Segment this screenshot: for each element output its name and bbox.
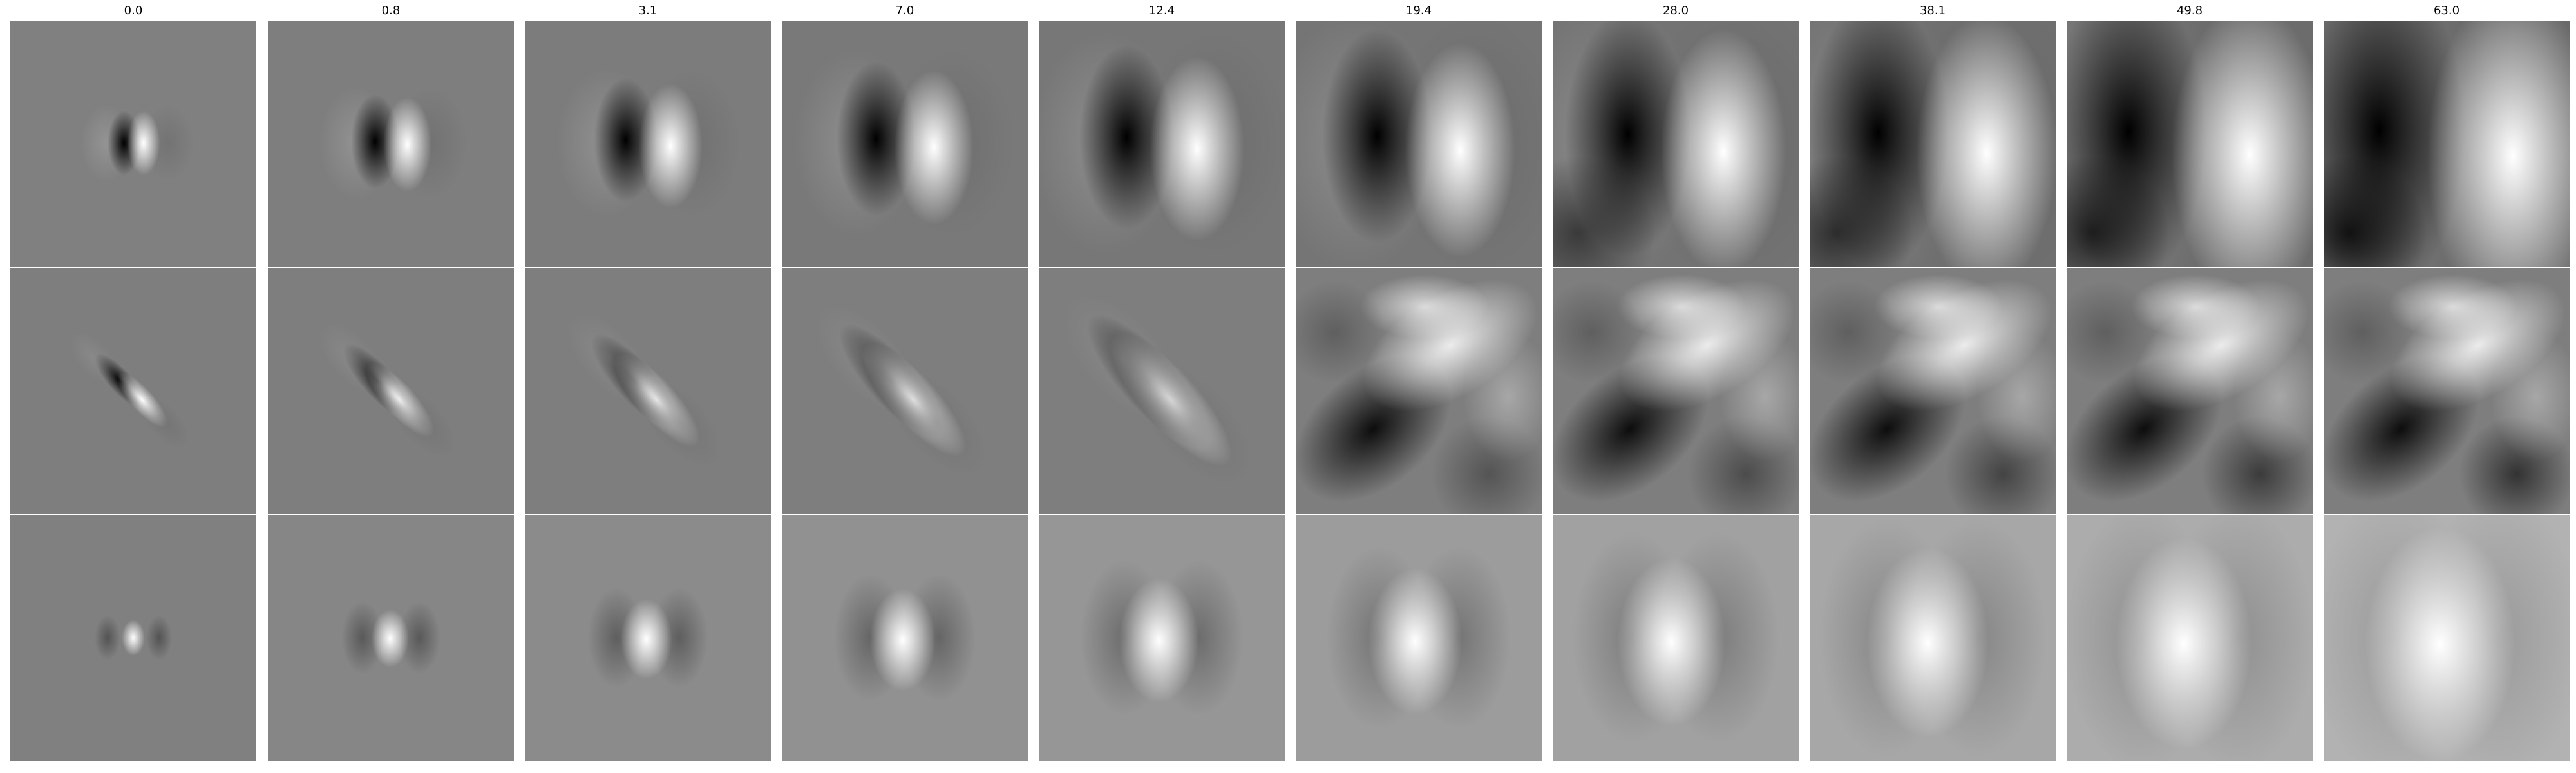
filter-panel-r1-c1: [268, 268, 514, 514]
column-title: 28.0: [1662, 4, 1689, 17]
column-title: 0.0: [124, 4, 143, 17]
filter-panel-r1-c5: [1296, 268, 1542, 514]
filter-panel-r2-c6: [1553, 515, 1799, 761]
column-title: 63.0: [2433, 4, 2460, 17]
filter-image: [2067, 268, 2313, 514]
filter-panel-r1-c4: [1039, 268, 1285, 514]
filter-panel-r2-c7: [1810, 515, 2056, 761]
filter-panel-r0-c4: [1039, 21, 1285, 267]
filter-image: [10, 21, 256, 267]
filter-panel-r0-c5: [1296, 21, 1542, 267]
filter-image: [525, 268, 771, 514]
filter-panel-r2-c4: [1039, 515, 1285, 761]
filter-image: [10, 268, 256, 514]
filter-panel-r0-c0: [10, 21, 256, 267]
filter-image: [268, 268, 514, 514]
column-title: 19.4: [1405, 4, 1432, 17]
filter-panel-r2-c2: [525, 515, 771, 761]
filter-image: [1296, 268, 1542, 514]
filter-image: [525, 21, 771, 267]
filter-image: [2324, 268, 2570, 514]
filter-panel-r1-c0: [10, 268, 256, 514]
column-title: 38.1: [1919, 4, 1946, 17]
filter-image: [1039, 21, 1285, 267]
filter-panel-r0-c1: [268, 21, 514, 267]
filter-image: [1810, 515, 2056, 761]
filter-panel-r1-c8: [2067, 268, 2313, 514]
filter-panel-r2-c3: [782, 515, 1028, 761]
filter-image: [1553, 21, 1799, 267]
filter-image: [1553, 268, 1799, 514]
filter-image: [2067, 515, 2313, 761]
filter-image: [525, 515, 771, 761]
column-title: 12.4: [1148, 4, 1175, 17]
filter-image: [1296, 21, 1542, 267]
filter-panel-r1-c7: [1810, 268, 2056, 514]
filter-panel-r2-c0: [10, 515, 256, 761]
filter-panel-r2-c9: [2324, 515, 2570, 761]
filter-image: [782, 268, 1028, 514]
column-title: 3.1: [638, 4, 658, 17]
filter-panel-r0-c2: [525, 21, 771, 267]
filter-panel-r0-c8: [2067, 21, 2313, 267]
filter-image: [1039, 515, 1285, 761]
filter-image: [2067, 21, 2313, 267]
filter-panel-r0-c7: [1810, 21, 2056, 267]
filter-image: [10, 515, 256, 761]
column-title: 7.0: [895, 4, 914, 17]
filter-panel-r1-c2: [525, 268, 771, 514]
filter-panel-r0-c6: [1553, 21, 1799, 267]
column-title: 0.8: [381, 4, 401, 17]
filter-panel-r2-c1: [268, 515, 514, 761]
column-title: 49.8: [2176, 4, 2203, 17]
filter-image: [2324, 21, 2570, 267]
filter-panel-r1-c9: [2324, 268, 2570, 514]
filter-image: [782, 21, 1028, 267]
filter-image: [1810, 21, 2056, 267]
filter-image: [2324, 515, 2570, 761]
filter-panel-r0-c3: [782, 21, 1028, 267]
filter-panel-r1-c3: [782, 268, 1028, 514]
filter-image: [1553, 515, 1799, 761]
filter-image: [268, 21, 514, 267]
filter-image: [268, 515, 514, 761]
filter-image: [1810, 268, 2056, 514]
filter-panel-r2-c5: [1296, 515, 1542, 761]
filter-panel-r0-c9: [2324, 21, 2570, 267]
filter-image: [782, 515, 1028, 761]
filter-image: [1296, 515, 1542, 761]
filter-image: [1039, 268, 1285, 514]
filter-panel-r1-c6: [1553, 268, 1799, 514]
filter-panel-r2-c8: [2067, 515, 2313, 761]
